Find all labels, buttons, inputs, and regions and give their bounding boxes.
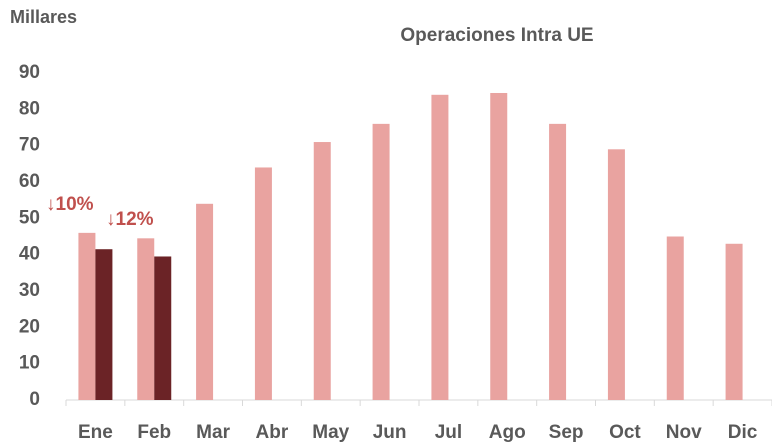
x-tick-label: Abr (256, 422, 289, 443)
x-tick-label: Feb (137, 422, 171, 443)
bar (607, 149, 625, 400)
bar (95, 249, 113, 400)
y-tick-label: 80 (19, 98, 40, 119)
bar (490, 92, 508, 400)
y-tick-label: 60 (19, 171, 40, 192)
y-tick-label: 90 (19, 62, 40, 83)
x-tick-label: Jun (373, 422, 407, 443)
y-tick-label: 40 (19, 244, 40, 265)
bar (196, 203, 214, 400)
chart-title: Operaciones Intra UE (400, 25, 593, 46)
bar (154, 256, 172, 400)
y-tick-label: 0 (29, 389, 40, 410)
x-tick-label: Oct (609, 422, 641, 443)
y-tick-label: 30 (19, 280, 40, 301)
y-tick-label: 70 (19, 135, 40, 156)
x-tick-label: Mar (196, 422, 230, 443)
annotation: ↓12% (106, 209, 154, 230)
x-tick-label: Nov (666, 422, 702, 443)
bar (725, 243, 743, 400)
bar (666, 236, 684, 400)
bar (549, 123, 567, 400)
y-tick-label: 20 (19, 316, 40, 337)
bar (372, 123, 390, 400)
x-tick-label: Ene (78, 422, 113, 443)
x-tick-label: Jul (435, 422, 462, 443)
bar (254, 167, 272, 400)
x-tick-label: Dic (728, 422, 758, 443)
bar (78, 232, 96, 400)
bar (313, 142, 331, 401)
y-axis-label: Millares (10, 7, 77, 27)
y-tick-label: 50 (19, 207, 40, 228)
x-tick-label: Sep (549, 422, 584, 443)
bar (431, 94, 449, 401)
x-tick-label: Ago (489, 422, 526, 443)
y-tick-label: 10 (19, 353, 40, 374)
x-tick-label: May (312, 422, 349, 443)
bar (137, 238, 155, 400)
annotation: ↓10% (46, 194, 94, 215)
